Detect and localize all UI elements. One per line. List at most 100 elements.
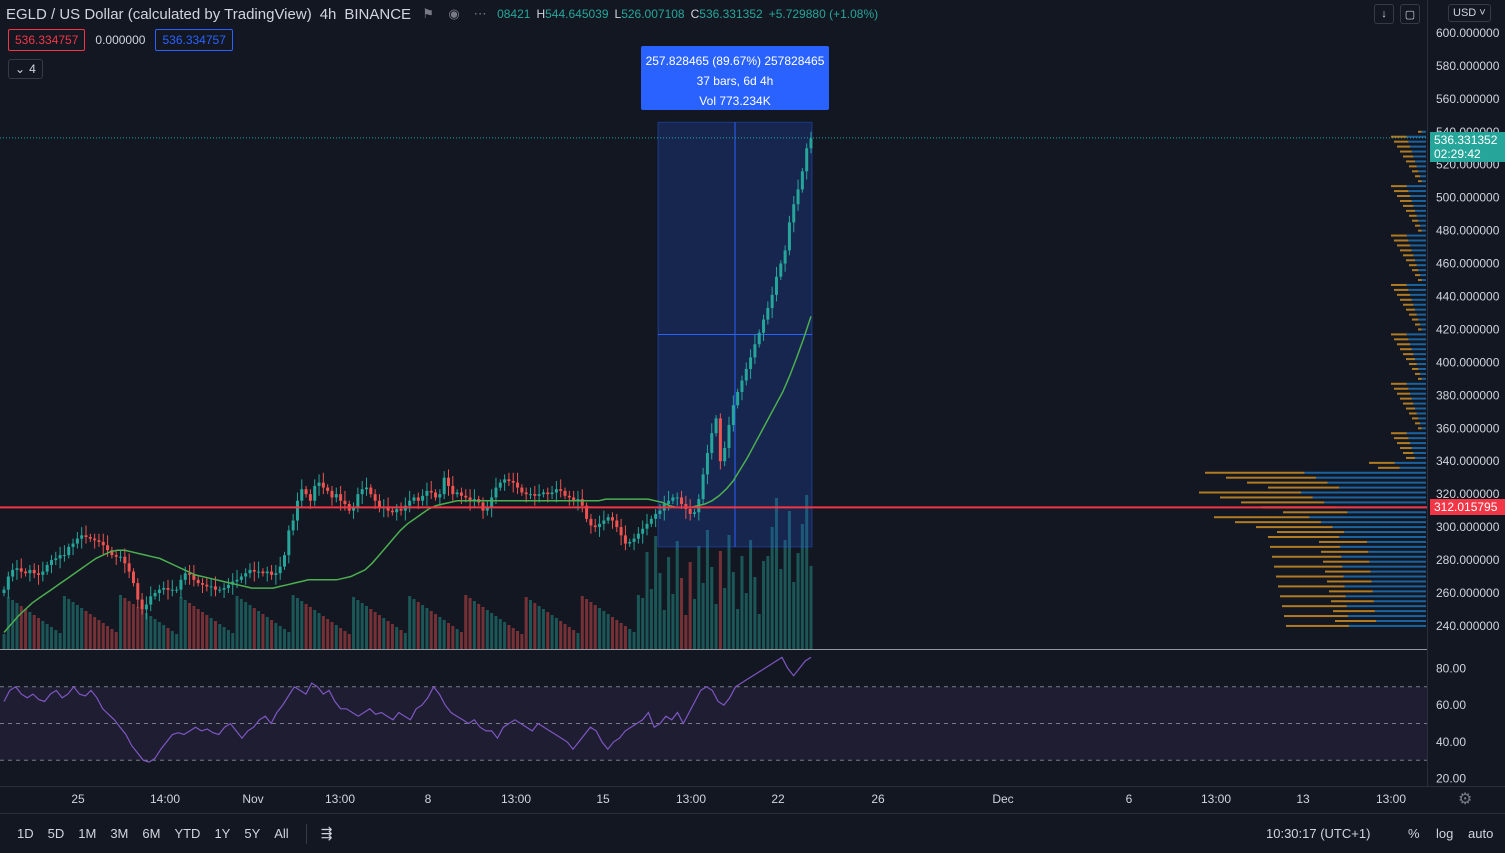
volume-bar [24, 609, 28, 649]
vp-bar-up [1406, 432, 1426, 435]
vp-bar-up [1419, 323, 1426, 326]
volume-bar [80, 608, 84, 649]
volume-bar [131, 604, 135, 649]
candle-body [265, 571, 269, 574]
volume-bar [481, 607, 485, 649]
volume-bar [352, 597, 356, 649]
candle-body [304, 489, 308, 495]
vp-bar-up [1418, 367, 1426, 370]
time-tick-label: 13:00 [501, 792, 531, 806]
price-axis-ticks[interactable]: 600.000000580.000000560.000000540.000000… [1436, 26, 1500, 633]
price-tick-label: 440.000000 [1436, 289, 1500, 303]
symbol-title[interactable]: EGLD / US Dollar (calculated by TradingV… [6, 5, 312, 23]
vp-bar-up [1415, 160, 1426, 163]
log-toggle[interactable]: log [1436, 826, 1454, 841]
measure-change: 257.828465 (89.67%) 257828465 [645, 54, 825, 68]
candle-body [37, 573, 41, 575]
vp-bar-up [1411, 249, 1426, 252]
fullscreen-icon[interactable]: ▢ [1400, 4, 1420, 24]
candle-body [658, 510, 662, 514]
volume-bar [313, 610, 317, 649]
range-button-5y[interactable]: 5Y [244, 826, 261, 841]
range-button-3m[interactable]: 3M [110, 826, 129, 841]
vp-bar-up [1344, 585, 1426, 588]
candle-body [317, 482, 321, 486]
vp-bar-down [1406, 407, 1415, 410]
indicator-count: 4 [29, 62, 36, 76]
currency-select[interactable]: USD ˅ [1448, 4, 1491, 22]
vp-bar-down [1319, 540, 1368, 543]
candle-body [740, 380, 744, 393]
clock[interactable]: 10:30:17 (UTC+1) [1266, 826, 1371, 841]
vp-bar-up [1316, 476, 1426, 479]
vp-bar-down [1418, 130, 1422, 133]
vp-bar-up [1343, 575, 1426, 578]
volume-bar [537, 606, 541, 649]
more-icon[interactable]: ⋯ [473, 6, 487, 21]
volume-bar [127, 601, 131, 649]
vp-bar-up [1341, 555, 1426, 558]
auto-toggle[interactable]: auto [1468, 826, 1494, 841]
range-button-1y[interactable]: 1Y [214, 826, 231, 841]
download-icon[interactable]: ↓ [1374, 4, 1394, 24]
candle-body [516, 482, 520, 488]
vp-bar-up [1406, 185, 1426, 188]
eye-icon[interactable]: ◉ [448, 6, 460, 21]
candle-body [274, 573, 278, 575]
price-tick-label: 500.000000 [1436, 191, 1500, 205]
vp-bar-up [1415, 358, 1426, 361]
volume-bar [395, 627, 399, 649]
percent-toggle[interactable]: % [1408, 826, 1420, 841]
candle-body [710, 433, 714, 453]
range-button-ytd[interactable]: YTD [174, 826, 201, 841]
volume-bar [308, 607, 312, 649]
volume-bar [209, 618, 213, 649]
vp-bar-down [1415, 224, 1420, 227]
volume-bar [257, 611, 261, 649]
goto-date-icon[interactable]: ⇶ [320, 825, 333, 841]
time-axis-labels[interactable]: 25 14:00 Nov 13:00 8 13:00 15 13:00 22 26 Dec 6 13:0… [71, 792, 1406, 806]
candle-body [153, 592, 157, 597]
candle-body [49, 560, 53, 565]
range-button-5d[interactable]: 5D [47, 826, 65, 841]
vp-bar-up [1345, 595, 1426, 598]
candle-body [528, 494, 532, 496]
volume-bar [485, 610, 489, 649]
candle-body [438, 494, 442, 498]
vp-bar-up [1416, 214, 1426, 217]
gear-icon[interactable]: ⚙ [1458, 791, 1473, 808]
range-button-1m[interactable]: 1M [78, 826, 97, 841]
vp-bar-down [1406, 308, 1415, 311]
range-button-1d[interactable]: 1D [17, 826, 34, 841]
volume-bar [399, 630, 403, 649]
vp-bar-up [1415, 308, 1426, 311]
candle-body [390, 510, 394, 513]
vp-bar-down [1235, 521, 1321, 524]
vp-bar-down [1418, 328, 1422, 331]
interval-label[interactable]: 4h [319, 5, 337, 23]
candle-body [459, 492, 463, 496]
flag-icon[interactable]: ⚑ [422, 6, 434, 21]
candle-body [610, 517, 614, 521]
volume-bar [97, 620, 101, 649]
indicators-collapse-button[interactable]: ⌄ 4 [8, 59, 43, 79]
candle-body [213, 586, 217, 590]
candle-body [300, 489, 304, 501]
measure-volume: Vol 773.234K [699, 94, 771, 108]
candle-body [88, 536, 92, 539]
volume-bar [714, 604, 718, 649]
range-button-6m[interactable]: 6M [142, 826, 161, 841]
volume-bar [62, 596, 66, 649]
volume-bar [179, 597, 183, 649]
candle-body [179, 579, 183, 590]
hline-price-value: 312.015795 [1434, 500, 1498, 515]
range-button-all[interactable]: All [274, 826, 289, 841]
volume-bar [41, 621, 45, 649]
vp-bar-down [1403, 353, 1414, 356]
volume-bar [602, 611, 606, 649]
candle-body [779, 263, 783, 277]
last-price-value: 536.331352 [1434, 132, 1498, 147]
volume-bar [498, 619, 502, 649]
vp-bar-up [1416, 363, 1426, 366]
